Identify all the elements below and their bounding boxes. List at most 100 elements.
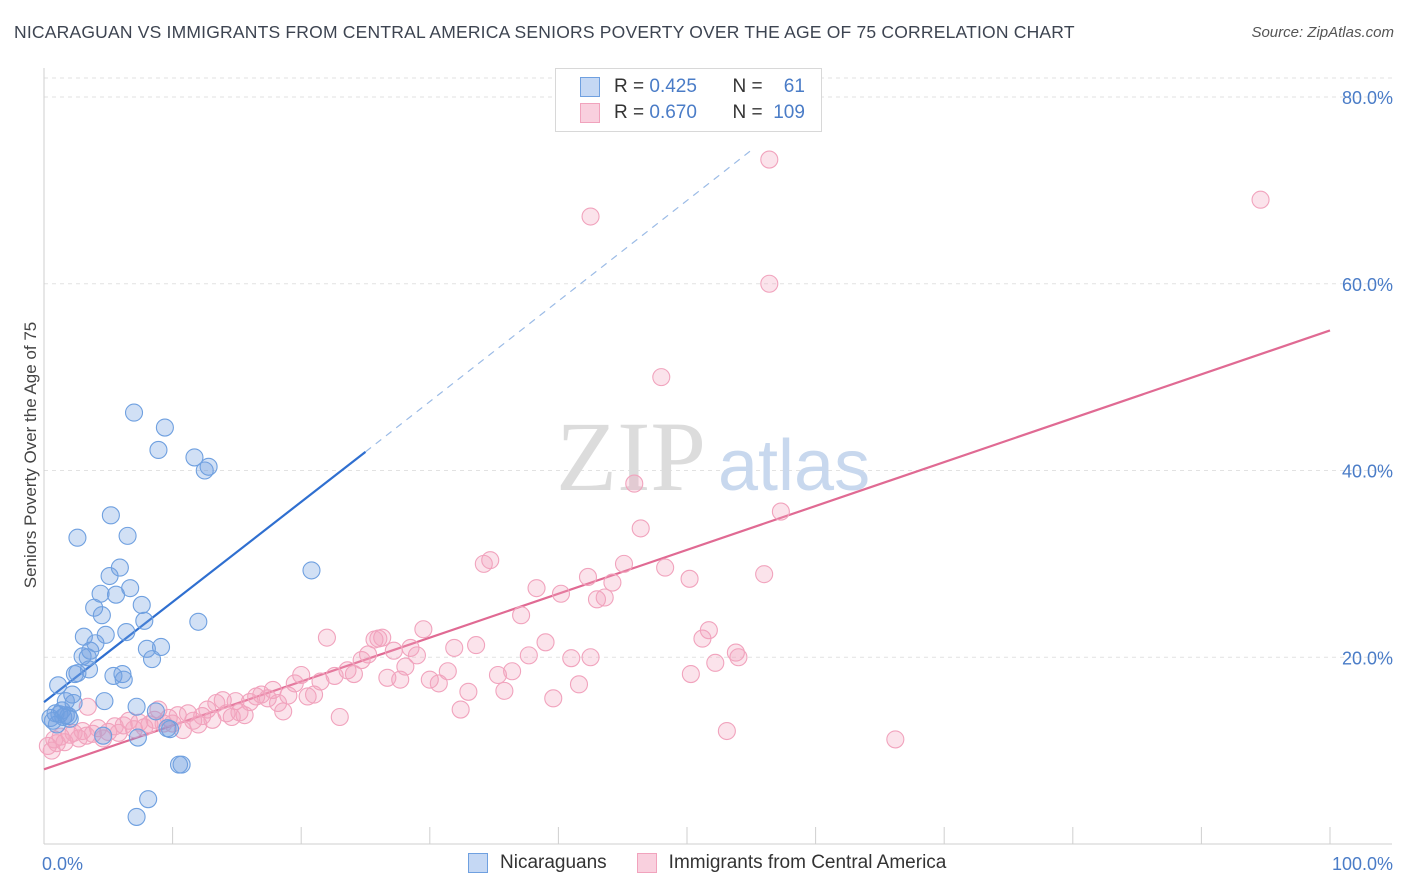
point-immigrants (503, 662, 522, 681)
point-immigrants (729, 648, 748, 667)
point-immigrants (581, 207, 600, 226)
point-immigrants (292, 665, 311, 685)
point-nicaraguans (54, 707, 73, 727)
point-immigrants (445, 638, 464, 657)
point-nicaraguans (117, 622, 136, 642)
point-immigrants (706, 653, 725, 672)
point-immigrants (1251, 190, 1270, 209)
point-immigrants (488, 665, 508, 685)
legend-row-immigrants: R = 0.670 N = 109 (580, 100, 805, 126)
point-immigrants (189, 715, 208, 734)
point-immigrants (78, 697, 97, 716)
series-legend: Nicaraguans Immigrants from Central Amer… (468, 852, 976, 874)
point-nicaraguans (151, 637, 171, 657)
trend-line-nicaraguans-extension (365, 149, 752, 453)
legend-n-label: N = (732, 76, 763, 97)
point-immigrants (198, 700, 217, 719)
point-immigrants (562, 649, 581, 668)
point-immigrants (536, 633, 555, 652)
point-immigrants (495, 681, 514, 700)
point-nicaraguans (135, 611, 154, 630)
point-immigrants (726, 643, 745, 662)
point-nicaraguans (127, 697, 146, 716)
point-nicaraguans (127, 807, 146, 826)
legend-r-value: 0.670 (649, 102, 697, 123)
point-immigrants (886, 730, 905, 749)
tick-labels: 20.0% 40.0% 60.0% 80.0% 0.0% 100.0% (42, 88, 1393, 874)
legend-n-value: 109 (773, 102, 805, 123)
point-immigrants (595, 588, 614, 607)
point-immigrants (481, 551, 500, 570)
point-nicaraguans (104, 666, 123, 685)
watermark-atlas: atlas (718, 426, 870, 506)
point-immigrants (396, 657, 415, 676)
y-tick-label: 40.0% (1342, 462, 1393, 482)
point-immigrants (369, 629, 388, 648)
point-nicaraguans (124, 403, 144, 422)
point-immigrants (569, 675, 589, 694)
point-nicaraguans (139, 790, 158, 809)
trend-line-nicaraguans (43, 450, 367, 703)
point-immigrants (587, 590, 607, 609)
point-nicaraguans (155, 418, 174, 437)
data-points (38, 150, 1270, 826)
point-immigrants (226, 692, 245, 711)
x-tick-label: 0.0% (42, 854, 83, 874)
legend-swatch-blue (580, 77, 600, 97)
point-immigrants (429, 674, 448, 693)
point-nicaraguans (91, 584, 110, 603)
point-immigrants (760, 150, 779, 169)
y-tick-label: 80.0% (1342, 88, 1393, 108)
legend-label-immigrants: Immigrants from Central America (668, 852, 947, 873)
point-nicaraguans (68, 664, 87, 683)
point-immigrants (459, 682, 478, 701)
grid-lines (44, 77, 1392, 658)
point-nicaraguans (118, 526, 137, 545)
y-axis-label: Seniors Poverty Over the Age of 75 (21, 321, 40, 589)
point-immigrants (438, 662, 457, 681)
point-nicaraguans (172, 755, 191, 774)
point-immigrants (771, 502, 790, 521)
point-nicaraguans (95, 692, 114, 711)
point-immigrants (344, 665, 363, 684)
legend-r-value: 0.425 (649, 76, 697, 97)
point-nicaraguans (101, 506, 120, 525)
point-nicaraguans (185, 448, 204, 467)
point-immigrants (578, 567, 598, 586)
point-immigrants (631, 519, 650, 538)
point-immigrants (420, 670, 439, 689)
point-nicaraguans (96, 625, 115, 644)
legend-item-immigrants: Immigrants from Central America (636, 852, 947, 874)
point-immigrants (384, 641, 403, 660)
point-immigrants (305, 685, 324, 704)
correlation-legend: R = 0.425 N = 61 R = 0.670 N = 109 (555, 68, 822, 132)
point-immigrants (614, 554, 634, 573)
axes (43, 68, 1392, 845)
legend-row-nicaraguans: R = 0.425 N = 61 (580, 74, 805, 100)
point-immigrants (135, 718, 154, 737)
point-nicaraguans (189, 612, 208, 631)
point-nicaraguans (114, 670, 133, 689)
legend-swatch-blue (468, 853, 488, 873)
watermark-zip: ZIP (556, 401, 706, 512)
y-tick-label: 60.0% (1342, 275, 1393, 295)
point-immigrants (760, 274, 779, 293)
point-immigrants (680, 569, 699, 588)
point-nicaraguans (132, 595, 151, 615)
y-tick-label: 20.0% (1342, 648, 1393, 668)
point-immigrants (544, 689, 563, 708)
point-nicaraguans (60, 709, 79, 728)
point-immigrants (512, 606, 531, 625)
point-immigrants (699, 621, 718, 640)
point-immigrants (298, 687, 317, 706)
point-immigrants (519, 646, 538, 665)
point-nicaraguans (302, 561, 321, 580)
point-nicaraguans (199, 457, 218, 476)
point-nicaraguans (56, 692, 75, 711)
point-immigrants (603, 573, 622, 592)
legend-swatch-pink (636, 853, 657, 873)
legend-item-nicaraguans: Nicaraguans (468, 852, 607, 874)
point-immigrants (581, 648, 600, 667)
source-label: Source: ZipAtlas.com (1251, 24, 1394, 41)
